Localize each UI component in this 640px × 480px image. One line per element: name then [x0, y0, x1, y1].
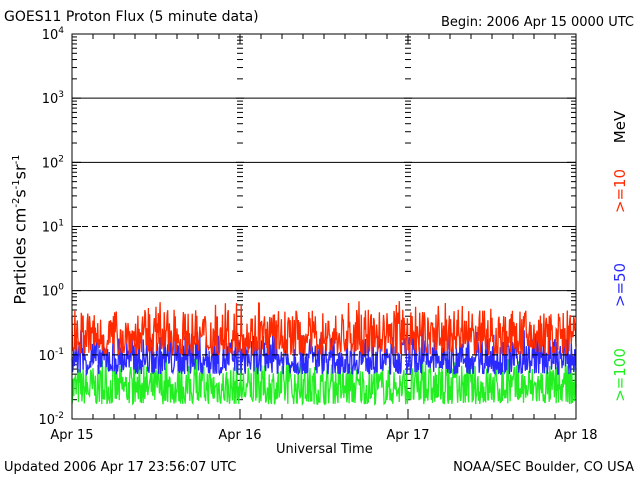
y-axis-label: Particles cm-2s-1sr-1 — [11, 140, 30, 320]
source-credit: NOAA/SEC Boulder, CO USA — [453, 460, 634, 475]
legend-series-1: >=50 — [611, 262, 629, 308]
x-axis-label: Universal Time — [276, 442, 373, 457]
series-line-0 — [71, 301, 577, 357]
begin-time: Begin: 2006 Apr 15 0000 UTC — [440, 15, 634, 30]
y-tick-label: 101 — [42, 219, 64, 236]
y-tick-label: 103 — [42, 90, 64, 107]
series-line-1 — [71, 326, 577, 377]
y-tick-label: 100 — [42, 283, 65, 300]
y-tick-label: 104 — [42, 26, 65, 43]
y-tick-label: 10-2 — [38, 411, 64, 428]
chart-title: GOES11 Proton Flux (5 minute data) — [4, 9, 259, 25]
legend-series-2: >=100 — [611, 348, 629, 402]
legend-series-0: >=10 — [611, 168, 629, 214]
y-tick-label: 10-1 — [38, 347, 64, 364]
x-tick-label: Apr 15 — [50, 428, 93, 443]
series-line-2 — [71, 357, 577, 407]
y-tick-label: 102 — [42, 154, 64, 171]
x-tick-label: Apr 16 — [218, 428, 261, 443]
plot-frame — [71, 33, 577, 420]
legend-units: MeV — [611, 110, 629, 144]
x-tick-label: Apr 17 — [386, 428, 429, 443]
y-axis-label-text: Particles cm-2s-1sr-1 — [10, 154, 30, 305]
updated-timestamp: Updated 2006 Apr 17 23:56:07 UTC — [4, 460, 237, 475]
x-tick-label: Apr 18 — [554, 428, 597, 443]
